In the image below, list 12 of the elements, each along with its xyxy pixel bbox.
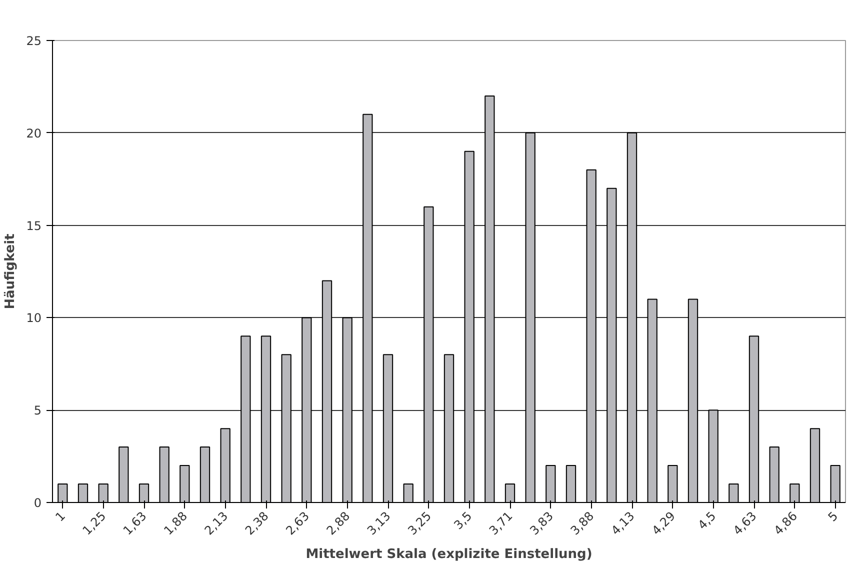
x-tick-label: 1 <box>52 508 68 524</box>
y-tick-label: 25 <box>26 34 42 48</box>
y-tick-label: 20 <box>26 126 42 140</box>
x-axis-title: Mittelwert Skala (explizite Einstellung) <box>306 546 592 562</box>
x-tick-label: 3,5 <box>451 508 475 532</box>
y-tick-label: 10 <box>26 311 42 326</box>
y-axis-title: Häufigkeit <box>3 234 18 310</box>
y-tick-label: 0 <box>34 496 42 510</box>
y-tick-label: 5 <box>34 404 42 418</box>
x-tick-label: 4,5 <box>695 508 719 532</box>
y-tick-label: 15 <box>26 218 42 233</box>
x-tick-label: 5 <box>825 508 841 524</box>
